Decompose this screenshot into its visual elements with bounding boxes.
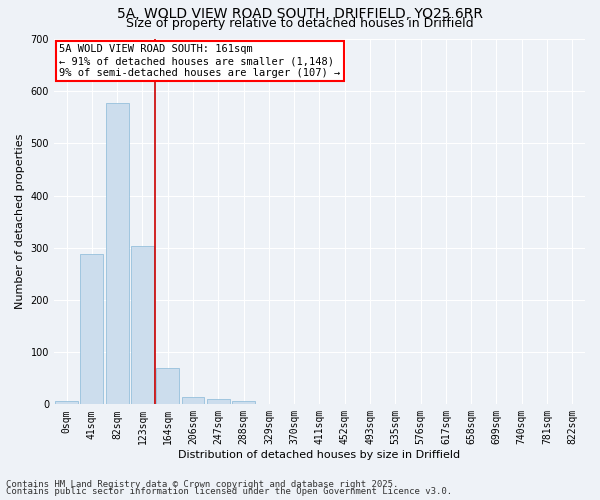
Bar	[232, 400, 255, 404]
X-axis label: Distribution of detached houses by size in Driffield: Distribution of detached houses by size …	[178, 450, 461, 460]
Bar	[131, 246, 154, 404]
Bar	[80, 254, 103, 404]
Bar	[157, 368, 179, 405]
Bar	[182, 396, 205, 404]
Text: Contains HM Land Registry data © Crown copyright and database right 2025.: Contains HM Land Registry data © Crown c…	[6, 480, 398, 489]
Text: 5A WOLD VIEW ROAD SOUTH: 161sqm
← 91% of detached houses are smaller (1,148)
9% : 5A WOLD VIEW ROAD SOUTH: 161sqm ← 91% of…	[59, 44, 340, 78]
Bar	[207, 398, 230, 404]
Bar	[55, 401, 78, 404]
Text: Contains public sector information licensed under the Open Government Licence v3: Contains public sector information licen…	[6, 487, 452, 496]
Text: Size of property relative to detached houses in Driffield: Size of property relative to detached ho…	[126, 18, 474, 30]
Y-axis label: Number of detached properties: Number of detached properties	[15, 134, 25, 310]
Text: 5A, WOLD VIEW ROAD SOUTH, DRIFFIELD, YO25 6RR: 5A, WOLD VIEW ROAD SOUTH, DRIFFIELD, YO2…	[117, 8, 483, 22]
Bar	[106, 102, 128, 405]
